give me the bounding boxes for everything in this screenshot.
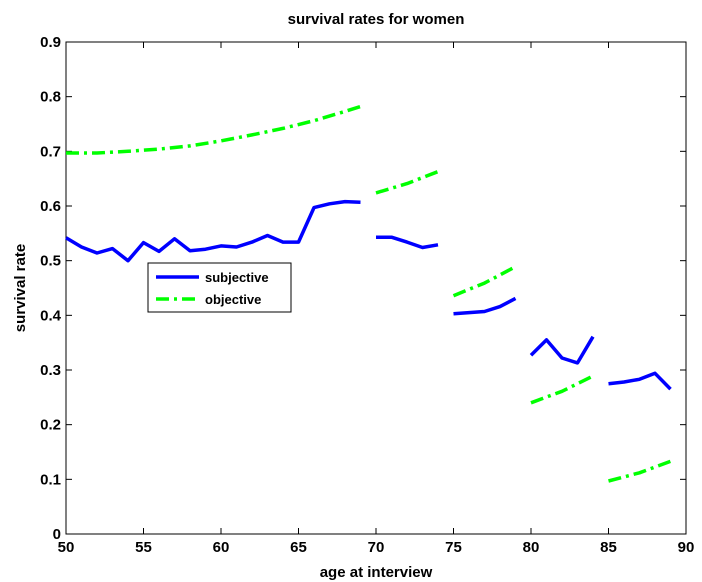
series-subjective-segment-5 xyxy=(608,371,672,391)
series-layer xyxy=(65,104,672,483)
y-tick-label: 0.4 xyxy=(40,307,62,324)
series-objective-segment-3 xyxy=(452,265,517,298)
series-subjective-segment-3 xyxy=(453,296,517,316)
legend-label-objective: objective xyxy=(205,292,261,307)
x-tick-label: 80 xyxy=(523,539,540,556)
series-objective-segment-5 xyxy=(608,459,672,483)
x-tick-label: 65 xyxy=(290,539,307,556)
series-subjective-segment-4 xyxy=(529,335,595,365)
x-tick-label: 90 xyxy=(678,539,695,556)
x-tick-label: 50 xyxy=(58,539,75,556)
series-objective-segment-4 xyxy=(530,374,594,405)
series-objective-segment-2 xyxy=(375,169,439,195)
y-axis-ticks: 0 0.1 0.2 0.3 0.4 0.5 0.6 0.7 0.8 0.9 xyxy=(40,34,686,543)
x-tick-label: 75 xyxy=(445,539,462,556)
legend-box xyxy=(147,262,292,313)
y-tick-label: 0.1 xyxy=(40,471,61,488)
x-tick-label: 60 xyxy=(213,539,230,556)
y-tick-label: 0.2 xyxy=(40,417,61,434)
y-tick-label: 0.3 xyxy=(40,362,61,379)
x-axis-label: age at interview xyxy=(320,564,433,581)
legend: subjective objective xyxy=(147,262,292,313)
y-tick-label: 0.7 xyxy=(40,143,61,160)
x-tick-label: 85 xyxy=(600,539,617,556)
series-subjective-segment-1 xyxy=(65,199,361,263)
chart-title: survival rates for women xyxy=(288,11,465,28)
y-tick-label: 0.5 xyxy=(40,253,61,270)
y-tick-label: 0.6 xyxy=(40,198,61,215)
y-tick-label: 0 xyxy=(53,526,61,543)
x-axis-ticks: 50 55 60 65 70 75 80 85 90 xyxy=(58,42,695,556)
y-tick-label: 0.9 xyxy=(40,34,61,51)
y-axis-label: survival rate xyxy=(12,244,29,332)
legend-label-subjective: subjective xyxy=(205,270,269,285)
series-objective-segment-1 xyxy=(66,104,362,155)
series-subjective-segment-2 xyxy=(376,235,439,250)
y-tick-label: 0.8 xyxy=(40,89,61,106)
x-tick-label: 70 xyxy=(368,539,385,556)
x-tick-label: 55 xyxy=(135,539,152,556)
